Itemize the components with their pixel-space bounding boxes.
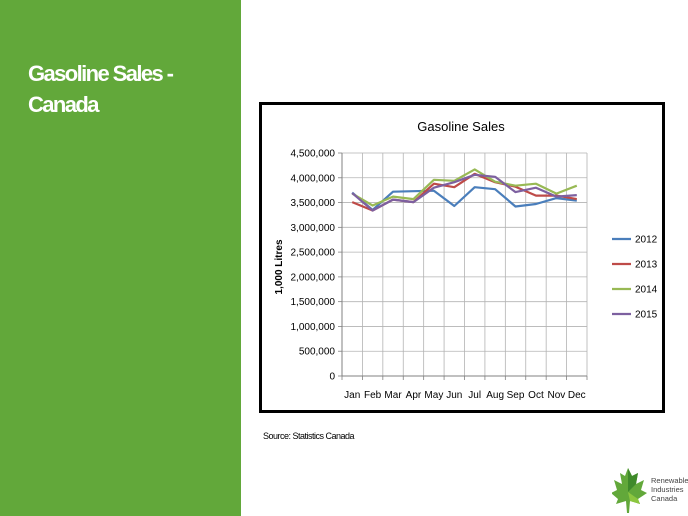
legend-label-2012: 2012	[635, 235, 658, 246]
x-tick-label: Feb	[364, 390, 382, 401]
axes	[338, 152, 588, 380]
chart-title: Gasoline Sales	[417, 119, 505, 134]
x-tick-label: Dec	[568, 390, 586, 401]
y-tick-label: 3,000,000	[291, 223, 336, 234]
x-tick-label: Jan	[344, 390, 360, 401]
y-tick-label: 2,500,000	[291, 248, 336, 259]
y-tick-label: 4,500,000	[291, 149, 336, 160]
gridlines	[341, 152, 588, 377]
logo-wordmark: Renewable Industries Canada	[651, 476, 688, 504]
series-line-2014	[351, 168, 578, 207]
axis-labels: 4,500,000 4,000,000 3,500,000 3,000,000 2,50…	[291, 149, 586, 402]
x-tick-label: Apr	[406, 390, 422, 401]
legend-label-2015: 2015	[635, 310, 658, 321]
x-tick-label: Oct	[528, 390, 544, 401]
y-tick-label: 0	[329, 372, 335, 383]
y-tick-label: 1,000,000	[291, 322, 336, 333]
y-tick-label: 500,000	[299, 347, 336, 358]
y-tick-label: 1,500,000	[291, 297, 336, 308]
series-line-2015	[351, 173, 577, 212]
company-logo: Renewable Industries Canada	[612, 466, 688, 514]
maple-leaf-icon	[612, 468, 647, 513]
x-tick-label: Sep	[507, 390, 525, 401]
legend-label-2013: 2013	[635, 260, 658, 271]
sidebar-panel: Gasoline Sales - Canada	[0, 0, 241, 516]
gasoline-sales-chart: 4,500,000 4,000,000 3,500,000 3,000,000 2,50…	[274, 119, 658, 402]
x-tick-label: Jul	[468, 390, 481, 401]
x-tick-label: Aug	[486, 390, 504, 401]
logo-line2: Industries	[651, 485, 684, 495]
x-tick-label: Nov	[547, 390, 565, 401]
slide-title: Gasoline Sales - Canada	[28, 58, 233, 120]
logo-line3: Canada	[651, 494, 678, 504]
source-note: Source: Statistics Canada	[263, 431, 355, 441]
y-tick-label: 3,500,000	[291, 198, 336, 209]
logo-line1: Renewable	[651, 476, 688, 485]
x-tick-label: May	[424, 390, 443, 401]
legend-label-2014: 2014	[635, 285, 658, 296]
slide-title-line1: Gasoline Sales -	[28, 61, 174, 86]
x-tick-label: Mar	[384, 390, 402, 401]
chart-frame: 4,500,000 4,000,000 3,500,000 3,000,000 2,50…	[259, 102, 665, 413]
y-axis-label: 1,000 Litres	[274, 239, 285, 294]
series-line-2012	[351, 186, 577, 212]
x-tick-label: Jun	[446, 390, 462, 401]
legend: 2012 2013 2014 2015	[612, 235, 658, 321]
series-lines	[351, 168, 578, 212]
y-tick-label: 2,000,000	[291, 272, 336, 283]
slide-title-line2: Canada	[28, 92, 99, 117]
y-tick-label: 4,000,000	[291, 173, 336, 184]
